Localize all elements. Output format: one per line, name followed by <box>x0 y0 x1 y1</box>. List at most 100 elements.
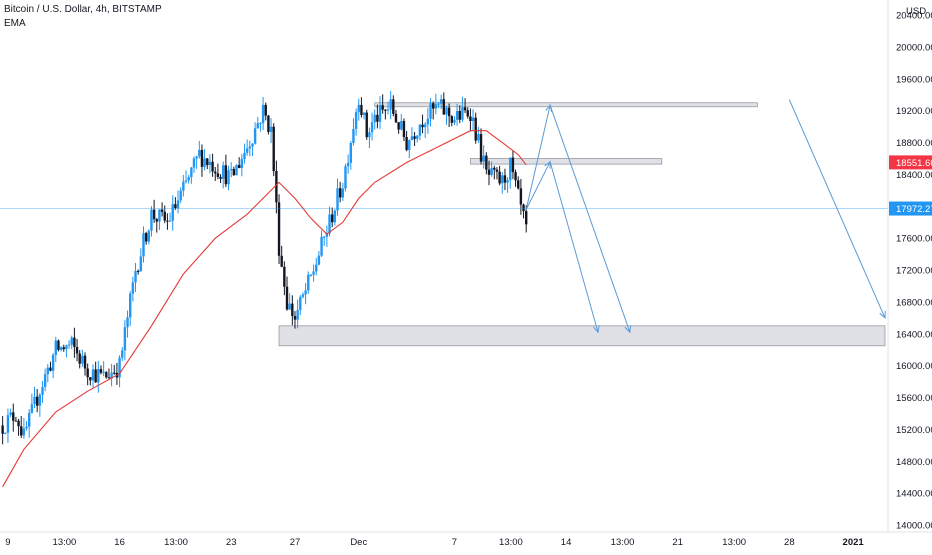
candle <box>20 416 23 439</box>
candle <box>514 169 517 187</box>
candle <box>455 103 459 126</box>
candle <box>304 282 307 305</box>
candle <box>370 112 374 141</box>
plot-area[interactable] <box>0 90 888 488</box>
time-tick-label: 21 <box>672 537 683 548</box>
candle <box>54 336 57 362</box>
candle <box>283 261 286 296</box>
candle <box>174 197 177 210</box>
time-axis[interactable]: 9 13:00 16 13:00 23 27 Dec 7 13:00 14 13:00 21 13:00… <box>5 537 864 548</box>
price-tick-label: 15600.00 <box>896 393 932 404</box>
projection-arrow-3[interactable] <box>788 99 886 319</box>
candle <box>166 213 169 230</box>
ema-line <box>2 130 527 488</box>
zone-rectangle-2[interactable] <box>374 102 758 108</box>
candle <box>198 140 201 159</box>
candle <box>373 109 376 130</box>
price-tick-label: 18400.00 <box>896 170 932 181</box>
candle <box>442 92 446 116</box>
candle <box>503 168 507 191</box>
candle <box>256 116 259 129</box>
zone-rectangle-1[interactable] <box>278 325 886 347</box>
candle <box>362 112 366 120</box>
candle <box>431 101 435 120</box>
candle <box>105 371 108 379</box>
candle <box>229 162 233 178</box>
candle <box>378 96 382 129</box>
candle <box>14 416 18 422</box>
current-price-tag: 18551.60 <box>889 155 932 170</box>
candle <box>1 416 4 445</box>
candle <box>368 127 371 149</box>
candle <box>336 178 339 216</box>
time-tick-label: 27 <box>290 537 301 548</box>
candle <box>107 368 111 379</box>
candle <box>243 143 246 164</box>
candle <box>160 202 164 217</box>
candle <box>269 118 273 143</box>
projection-arrow-2[interactable] <box>525 160 600 334</box>
candle <box>424 122 427 138</box>
candle <box>429 98 432 127</box>
symbol-title[interactable]: Bitcoin / U.S. Dollar, 4h, BITSTAMP <box>4 4 162 15</box>
candle <box>471 109 475 132</box>
candle <box>33 386 36 409</box>
candle <box>421 114 424 134</box>
price-tick-label: 18800.00 <box>896 138 932 149</box>
candle <box>139 248 143 272</box>
candle <box>293 311 297 329</box>
candle <box>51 353 55 379</box>
candle <box>506 177 509 193</box>
candle <box>354 108 358 136</box>
time-tick-label: 13:00 <box>722 537 746 548</box>
candle <box>232 166 236 176</box>
candle <box>296 299 299 329</box>
price-tick-label: 20000.00 <box>896 43 932 54</box>
currency-label[interactable]: USD <box>906 6 926 17</box>
candle <box>312 264 315 282</box>
candle <box>155 217 158 233</box>
time-tick-label: 14 <box>561 537 572 548</box>
candle <box>9 408 12 418</box>
candle <box>317 251 321 266</box>
projection-arrow-1[interactable] <box>525 103 632 334</box>
candle <box>482 145 485 169</box>
chart-legend: Bitcoin / U.S. Dollar, 4h, BITSTAMP EMA <box>4 3 162 31</box>
candle <box>487 160 491 186</box>
candle <box>426 108 430 134</box>
candle <box>102 361 105 377</box>
candle <box>152 199 156 223</box>
candle <box>182 174 185 197</box>
candle <box>245 139 249 156</box>
candle <box>81 349 84 367</box>
candle <box>288 293 291 311</box>
candle <box>224 154 228 187</box>
candle <box>123 320 127 361</box>
price-tick-label: 14400.00 <box>896 489 932 500</box>
candle <box>62 344 65 352</box>
candle <box>418 124 422 141</box>
candle <box>525 205 528 233</box>
candle <box>307 271 310 294</box>
candle <box>17 418 20 436</box>
candle <box>86 363 89 386</box>
zone-rectangle-3[interactable] <box>469 158 663 165</box>
candle <box>439 94 443 110</box>
candle <box>490 161 493 177</box>
candle <box>413 131 416 147</box>
candle <box>184 170 188 184</box>
candle <box>320 230 323 257</box>
candle <box>463 98 467 114</box>
candle <box>144 231 148 245</box>
candle <box>365 109 368 140</box>
candle <box>200 144 204 177</box>
candle <box>479 128 483 165</box>
indicator-label[interactable]: EMA <box>4 18 26 29</box>
candle <box>59 346 63 352</box>
candle <box>493 165 496 180</box>
candle <box>389 90 392 120</box>
candle <box>357 98 360 121</box>
